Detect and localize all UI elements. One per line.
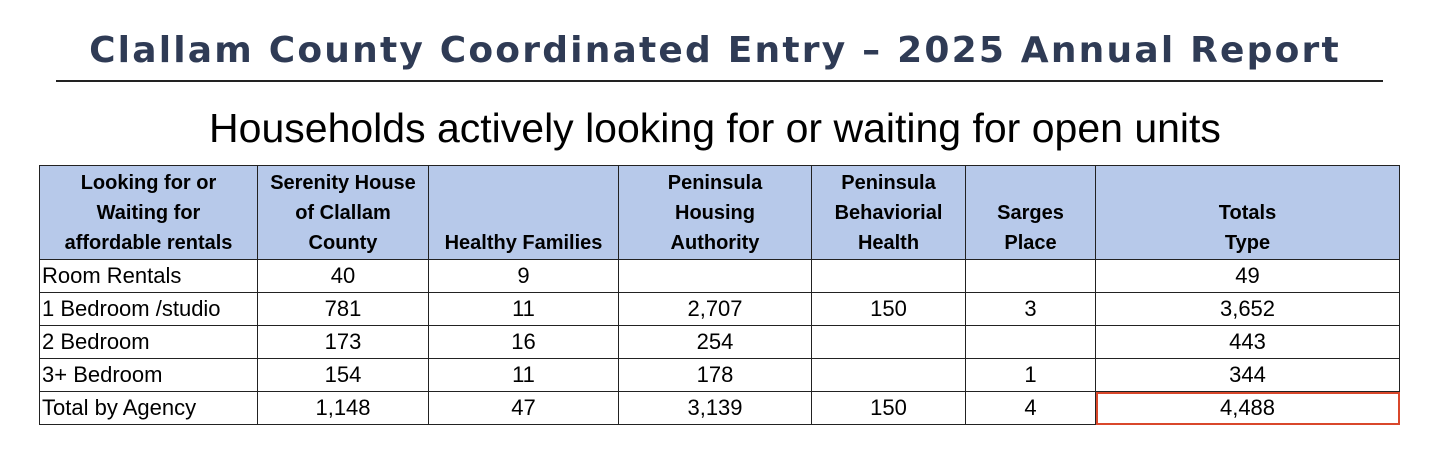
- cell-sarges-place: [965, 259, 1096, 293]
- waitlist-table: Looking for or Waiting for affordable re…: [39, 165, 1400, 425]
- table-row-1-bedroom-studio: 1 Bedroom /studio 781 11 2,707 150 3 3,6…: [39, 292, 1400, 326]
- cell-serenity-house: 154: [257, 358, 429, 392]
- cell-healthy-families: 9: [428, 259, 619, 293]
- cell-peninsula-housing-authority: 2,707: [618, 292, 812, 326]
- cell-sarges-place: [965, 325, 1096, 359]
- cell-serenity-house: 40: [257, 259, 429, 293]
- cell-healthy-families: 11: [428, 358, 619, 392]
- cell-healthy-families: 11: [428, 292, 619, 326]
- cell-total-type: 49: [1095, 259, 1400, 293]
- row-label: 2 Bedroom: [39, 325, 258, 359]
- cell-serenity-house: 173: [257, 325, 429, 359]
- report-title: Clallam County Coordinated Entry – 2025 …: [89, 30, 1341, 71]
- column-header-peninsula-housing-authority: Peninsula Housing Authority: [618, 165, 812, 260]
- title-divider: [56, 80, 1383, 82]
- cell-peninsula-housing-authority: 178: [618, 358, 812, 392]
- column-header-healthy-families: Healthy Families: [428, 165, 619, 260]
- row-label: Room Rentals: [39, 259, 258, 293]
- cell-serenity-house: 1,148: [257, 391, 429, 425]
- cell-peninsula-housing-authority: 3,139: [618, 391, 812, 425]
- cell-total-type: 344: [1095, 358, 1400, 392]
- cell-peninsula-behavioral-health: 150: [811, 391, 966, 425]
- table-row-2-bedroom: 2 Bedroom 173 16 254 443: [39, 325, 1400, 359]
- cell-healthy-families: 16: [428, 325, 619, 359]
- table-row-3-plus-bedroom: 3+ Bedroom 154 11 178 1 344: [39, 358, 1400, 392]
- grand-total-cell: 4,488: [1095, 391, 1400, 425]
- cell-peninsula-behavioral-health: [811, 325, 966, 359]
- cell-sarges-place: 1: [965, 358, 1096, 392]
- table-row-total-by-agency: Total by Agency 1,148 47 3,139 150 4 4,4…: [39, 391, 1400, 425]
- cell-serenity-house: 781: [257, 292, 429, 326]
- row-label: Total by Agency: [39, 391, 258, 425]
- column-header-peninsula-behavioral-health: Peninsula Behaviorial Health: [811, 165, 966, 260]
- row-label: 1 Bedroom /studio: [39, 292, 258, 326]
- table-row-room-rentals: Room Rentals 40 9 49: [39, 259, 1400, 293]
- cell-peninsula-behavioral-health: [811, 259, 966, 293]
- cell-peninsula-housing-authority: 254: [618, 325, 812, 359]
- row-label: 3+ Bedroom: [39, 358, 258, 392]
- cell-total-type: 443: [1095, 325, 1400, 359]
- cell-healthy-families: 47: [428, 391, 619, 425]
- column-header-rental-type: Looking for or Waiting for affordable re…: [39, 165, 258, 260]
- column-header-serenity-house: Serenity House of Clallam County: [257, 165, 429, 260]
- cell-total-type: 3,652: [1095, 292, 1400, 326]
- table-header-row: Looking for or Waiting for affordable re…: [39, 165, 1400, 260]
- cell-peninsula-behavioral-health: [811, 358, 966, 392]
- column-header-totals-type: Totals Type: [1095, 165, 1400, 260]
- table-heading: Households actively looking for or waiti…: [209, 105, 1221, 151]
- column-header-sarges-place: Sarges Place: [965, 165, 1096, 260]
- cell-sarges-place: 4: [965, 391, 1096, 425]
- cell-peninsula-housing-authority: [618, 259, 812, 293]
- cell-sarges-place: 3: [965, 292, 1096, 326]
- cell-peninsula-behavioral-health: 150: [811, 292, 966, 326]
